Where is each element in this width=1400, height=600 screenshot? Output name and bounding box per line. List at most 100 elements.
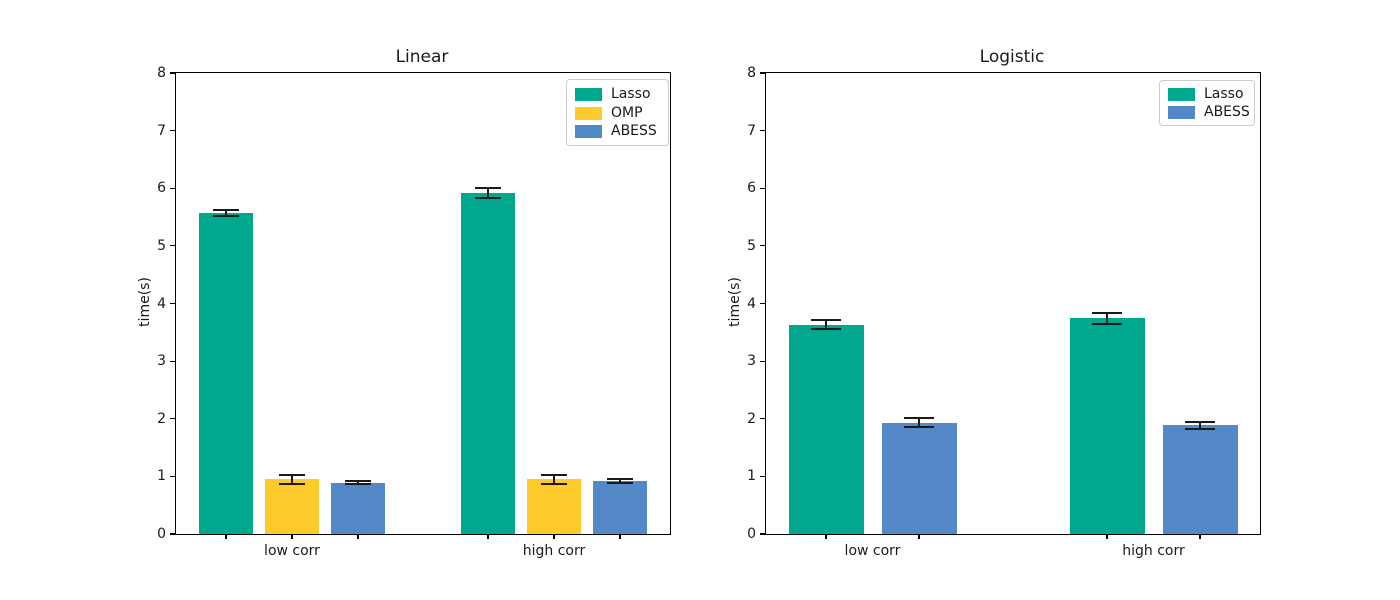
- bar-abess-1: [1162, 425, 1238, 534]
- bar-abess-0: [881, 422, 957, 534]
- legend-item-lasso: Lasso: [575, 85, 659, 104]
- y-tick-label: 3: [157, 353, 166, 370]
- error-bar-cap: [475, 197, 501, 200]
- legend-item-abess: ABESS: [575, 122, 659, 141]
- error-bar-line: [487, 187, 489, 199]
- error-bar-cap: [279, 482, 305, 485]
- y-tick-label: 0: [157, 526, 166, 542]
- y-tick-mark: [169, 245, 175, 247]
- x-tick-label-1: high corr: [522, 543, 586, 559]
- x-tick-mark: [1199, 534, 1201, 539]
- y-tick-label: 1: [747, 468, 756, 485]
- bar-lasso-1: [461, 192, 515, 534]
- bar-lasso-0: [788, 324, 864, 534]
- legend-label-omp: OMP: [611, 104, 643, 121]
- y-tick-mark: [759, 245, 765, 247]
- error-bar-cap: [811, 328, 841, 331]
- y-tick-label: 4: [747, 295, 756, 312]
- y-tick-label: 2: [747, 410, 756, 427]
- legend-label-lasso: Lasso: [1204, 86, 1244, 103]
- error-bar-cap: [541, 473, 567, 476]
- y-tick-mark: [169, 475, 175, 477]
- error-bar-line: [357, 480, 359, 485]
- y-tick-label: 6: [747, 180, 756, 197]
- y-tick-label: 1: [157, 468, 166, 485]
- legend-label-abess: ABESS: [1204, 103, 1250, 120]
- legend-label-lasso: Lasso: [611, 85, 651, 102]
- error-bar-cap: [213, 208, 239, 211]
- error-bar-line: [1106, 313, 1108, 324]
- legend: Lasso ABESS: [1159, 80, 1255, 126]
- y-tick-label: 2: [157, 410, 166, 427]
- error-bar-cap: [904, 417, 934, 420]
- error-bar-cap: [1092, 322, 1122, 325]
- x-tick-mark: [487, 534, 489, 539]
- x-tick-mark: [553, 534, 555, 539]
- error-bar-cap: [541, 482, 567, 485]
- x-tick-mark: [825, 534, 827, 539]
- y-tick-label: 8: [747, 65, 756, 81]
- y-tick-mark: [759, 533, 765, 535]
- y-tick-mark: [759, 418, 765, 420]
- y-tick-label: 5: [747, 237, 756, 254]
- x-tick-mark: [918, 534, 920, 539]
- x-tick-label-0: low corr: [264, 543, 320, 559]
- error-bar-line: [291, 474, 293, 484]
- error-bar-line: [619, 478, 621, 484]
- error-bar-cap: [607, 482, 633, 485]
- y-tick-mark: [759, 72, 765, 74]
- error-bar-cap: [1092, 312, 1122, 315]
- axes-logistic: 0 1 2 3 4 5 6 7 8 low corr high corr Lasso ABESS: [747, 65, 1261, 559]
- legend-swatch-lasso: [575, 87, 602, 101]
- error-bar-cap: [213, 215, 239, 218]
- x-tick-label-1: high corr: [1122, 543, 1185, 559]
- y-tick-label: 7: [747, 122, 756, 139]
- y-tick-label: 4: [157, 295, 166, 312]
- x-tick-mark: [225, 534, 227, 539]
- bar-omp-1: [527, 479, 581, 534]
- bar-abess-1: [593, 481, 647, 534]
- y-tick-mark: [759, 187, 765, 189]
- y-tick-mark: [169, 360, 175, 362]
- error-bar-cap: [607, 477, 633, 480]
- x-tick-mark: [1106, 534, 1108, 539]
- x-tick-mark: [357, 534, 359, 539]
- error-bar-cap: [279, 473, 305, 476]
- y-tick-label: 0: [747, 526, 756, 542]
- legend-swatch-omp: [575, 106, 602, 120]
- panel-title-logistic: Logistic: [979, 47, 1045, 67]
- y-tick-mark: [759, 130, 765, 132]
- bar-lasso-0: [199, 213, 253, 534]
- legend-swatch-abess: [1168, 105, 1195, 119]
- legend-label-abess: ABESS: [611, 123, 657, 140]
- bar-lasso-1: [1069, 318, 1145, 534]
- error-bar-line: [1199, 421, 1201, 429]
- error-bar-cap: [811, 319, 841, 322]
- y-tick-label: 7: [157, 122, 166, 139]
- x-tick-mark: [619, 534, 621, 539]
- legend-swatch-abess: [575, 125, 602, 139]
- error-bar-cap: [904, 426, 934, 429]
- y-tick-label: 3: [747, 353, 756, 370]
- bar-omp-0: [265, 479, 319, 534]
- error-bar-cap: [1185, 420, 1215, 423]
- error-bar-cap: [475, 186, 501, 189]
- y-tick-mark: [169, 302, 175, 305]
- y-tick-mark: [169, 187, 175, 189]
- legend-item-lasso: Lasso: [1168, 86, 1245, 104]
- y-tick-mark: [759, 302, 765, 305]
- y-tick-mark: [169, 533, 175, 535]
- error-bar-line: [553, 474, 555, 484]
- error-bar-cap: [345, 483, 371, 486]
- y-tick-label: 8: [157, 65, 166, 81]
- y-tick-mark: [759, 360, 765, 362]
- error-bar-cap: [345, 479, 371, 482]
- y-tick-mark: [169, 418, 175, 420]
- panel-title-linear: Linear: [395, 47, 449, 67]
- error-bar-line: [825, 320, 827, 330]
- y-tick-label: 6: [157, 180, 166, 197]
- error-bar-line: [918, 418, 920, 428]
- legend: Lasso OMP ABESS: [566, 79, 669, 146]
- x-tick-mark: [291, 534, 293, 539]
